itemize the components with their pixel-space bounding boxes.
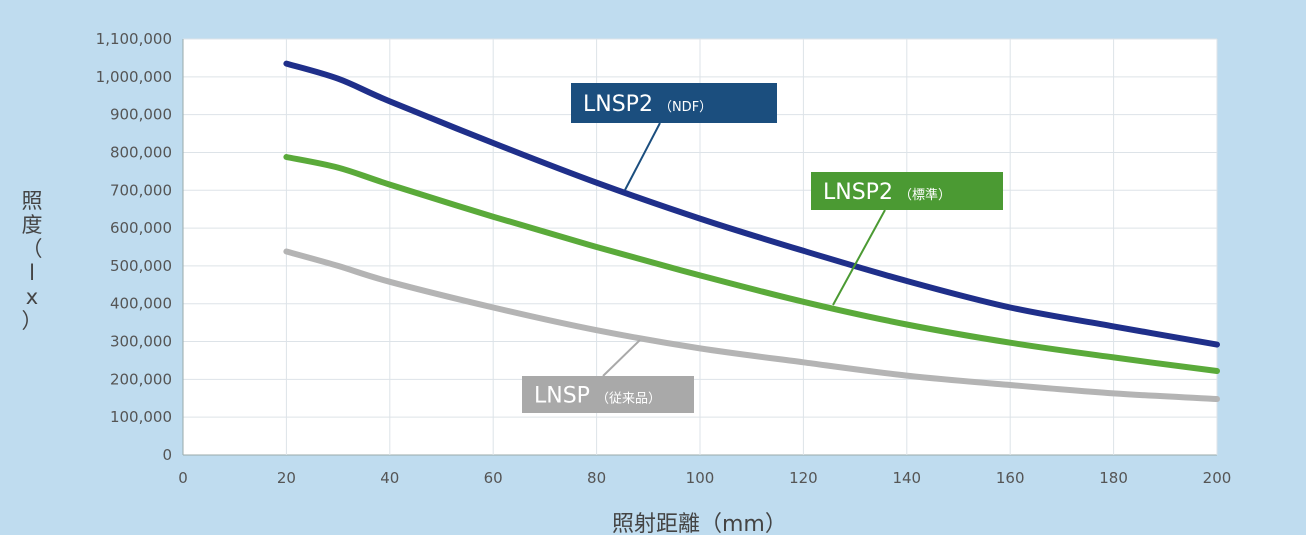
label-leader-line [832,209,886,306]
series-label: LNSP2 （標準） [823,180,951,205]
series-label-box [571,83,777,123]
y-tick-label: 700,000 [110,181,172,199]
y-tick-label: 1,000,000 [96,68,172,86]
y-axis-title: 照度（ l x） [22,189,43,333]
y-tick-label: 100,000 [110,408,172,426]
series-label-box [811,172,1003,210]
series-labels: LNSP2 （NDF） LNSP2 （標準） LNSP （従来品） [522,83,1003,413]
label-leader-line [602,339,641,377]
x-tick-label: 140 [892,469,921,487]
series-line [283,60,1220,348]
series-label: LNSP2 （NDF） [583,92,712,117]
series-lines [283,60,1220,402]
label-leader-line [624,122,661,191]
y-tick-label: 800,000 [110,143,172,161]
x-tick-label: 100 [686,469,715,487]
y-tick-label: 0 [162,446,172,464]
series-label-main: LNSP [534,384,590,409]
series-label-sub: （標準） [899,187,951,203]
x-tick-label: 40 [380,469,399,487]
y-tick-label: 400,000 [110,295,172,313]
x-tick-label: 0 [178,469,188,487]
y-axis-ticks: 0 100,000 200,000 300,000 400,000 500,000 600,… [96,30,172,464]
series-label-main: LNSP2 [823,180,893,205]
y-tick-label: 1,100,000 [96,30,172,48]
y-tick-label: 500,000 [110,257,172,275]
y-tick-label: 600,000 [110,219,172,237]
y-tick-label: 300,000 [110,333,172,351]
series-label-sub: （従来品） [596,392,661,407]
x-tick-label: 60 [484,469,503,487]
x-tick-label: 80 [587,469,606,487]
x-tick-label: 160 [996,469,1025,487]
series-label: LNSP （従来品） [534,384,661,409]
x-tick-label: 200 [1203,469,1232,487]
x-axis-ticks: 0 20 40 60 80 100 120 140 160 180 200 [178,469,1231,487]
x-tick-label: 120 [789,469,818,487]
x-tick-label: 20 [277,469,296,487]
y-tick-label: 900,000 [110,106,172,124]
series-label-main: LNSP2 [583,92,653,117]
y-axis-title-text: 照度（ l x） [22,189,43,333]
x-axis-title: 照射距離（mm） [612,512,787,535]
series-label-sub: （NDF） [659,100,712,115]
series-line [283,248,1220,402]
series-line [283,154,1220,374]
x-tick-label: 180 [1099,469,1128,487]
y-tick-label: 200,000 [110,370,172,388]
series-label-box [522,376,694,413]
